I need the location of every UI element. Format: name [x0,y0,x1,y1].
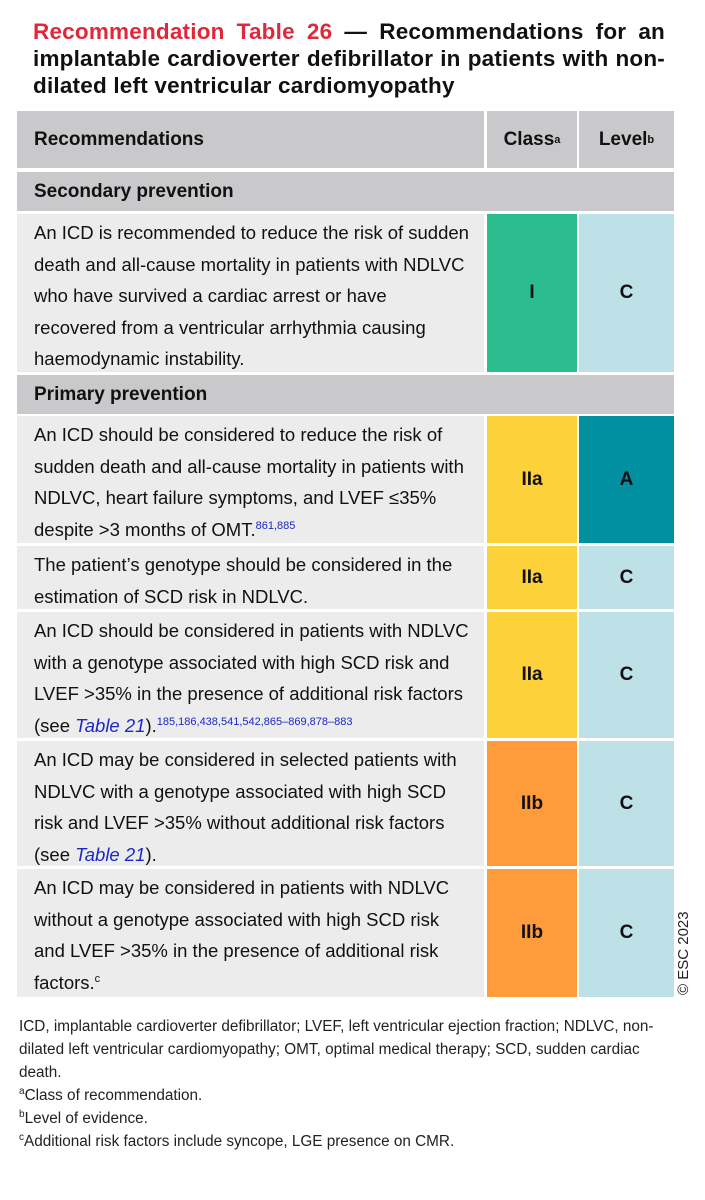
footnotes: ICD, implantable cardioverter defibrilla… [19,1015,679,1153]
header-level: Level b [579,111,674,168]
table-row: An ICD is recommended to reduce the risk… [17,214,674,372]
level-cell: C [579,612,674,738]
section-secondary-prevention: Secondary prevention [17,172,674,211]
footnote-a-text: Class of recommendation. [24,1087,203,1104]
class-cell: IIa [487,416,577,543]
footnote-c-mark: c [19,1131,24,1143]
reference-link[interactable]: 185,186,438,541,542,865–869,878–883 [156,715,353,728]
table-row: An ICD should be considered to reduce th… [17,416,674,543]
table-21-link[interactable]: Table 21 [75,714,146,736]
table-row: The patient’s genotype should be conside… [17,546,674,609]
footnote-a: aClass of recommendation. [19,1084,679,1107]
copyright: © ESC 2023 [675,911,692,995]
header-level-label: Level [598,128,648,150]
table-21-link[interactable]: Table 21 [75,843,146,865]
footnote-b-text: Level of evidence. [24,1110,148,1127]
recommendation-text: An ICD may be considered in patients wit… [17,869,484,997]
table-title: Recommendation Table 26 — Recommendation… [33,18,665,99]
recommendation-text: The patient’s genotype should be conside… [17,546,484,609]
level-cell: C [579,741,674,866]
footnote-b: bLevel of evidence. [19,1107,679,1130]
recommendation-text: An ICD is recommended to reduce the risk… [17,214,484,372]
class-cell: IIb [487,741,577,866]
level-cell: C [579,214,674,372]
section-primary-prevention: Primary prevention [17,375,674,414]
table-row: An ICD should be considered in patients … [17,612,674,738]
header-row: Recommendations Class a Level b [17,111,674,168]
footnote-a-mark: a [19,1085,25,1097]
table-row: An ICD may be considered in patients wit… [17,869,674,997]
recommendation-body: An ICD may be considered in selected pat… [34,749,457,865]
footnote-b-mark: b [19,1108,25,1120]
table-number: Recommendation Table 26 [33,19,333,44]
class-cell: IIa [487,612,577,738]
footnote-marker-c: c [94,972,101,985]
recommendation-text: An ICD may be considered in selected pat… [17,741,484,866]
header-recommendations: Recommendations [17,111,484,168]
abbreviations: ICD, implantable cardioverter defibrilla… [19,1018,654,1081]
recommendation-text: An ICD should be considered to reduce th… [17,416,484,543]
footnote-c: cAdditional risk factors include syncope… [19,1130,679,1153]
table-caption: — Recommendations for an implantable car… [33,19,665,98]
recommendation-body: An ICD should be considered in patients … [34,620,469,736]
class-cell: IIb [487,869,577,997]
class-cell: I [487,214,577,372]
level-cell: C [579,869,674,997]
recommendation-text: An ICD should be considered in patients … [17,612,484,738]
footnote-c-text: Additional risk factors include syncope,… [24,1133,455,1150]
class-cell: IIa [487,546,577,609]
header-class-label: Class [503,128,555,150]
level-cell: A [579,416,674,543]
recommendation-body-end: ). [145,843,157,865]
recommendation-body: An ICD may be considered in patients wit… [34,877,450,993]
level-cell: C [579,546,674,609]
recommendation-body: An ICD should be considered to reduce th… [34,424,464,540]
header-class: Class a [487,111,577,168]
reference-link[interactable]: 861,885 [255,519,296,532]
table-row: An ICD may be considered in selected pat… [17,741,674,866]
recommendation-body-end: ). [145,714,157,736]
